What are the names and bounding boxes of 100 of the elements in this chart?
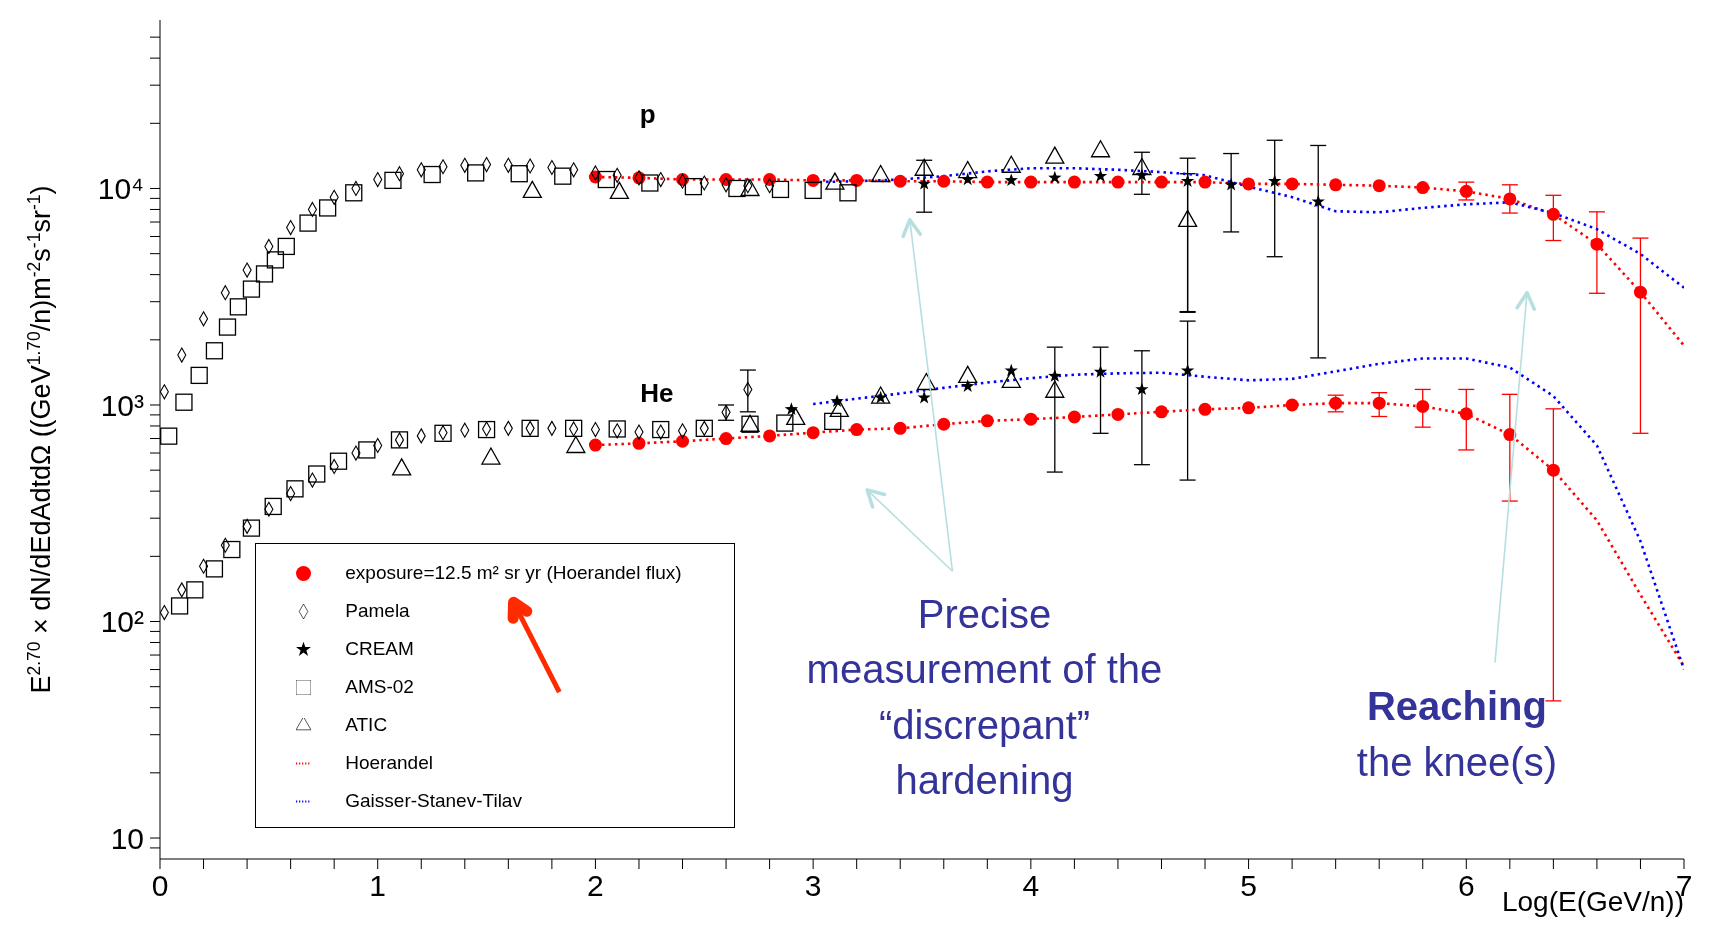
point (870, 386, 891, 404)
point (554, 167, 572, 185)
point (1590, 237, 1604, 251)
point (917, 390, 931, 404)
point (308, 465, 326, 483)
point (218, 318, 237, 336)
point (1459, 407, 1473, 421)
point (608, 420, 626, 438)
point (1093, 169, 1108, 182)
point (632, 436, 646, 450)
point (384, 171, 402, 190)
point (1311, 194, 1325, 208)
point (1503, 192, 1517, 206)
point (588, 438, 602, 452)
point (870, 164, 891, 183)
point (390, 431, 409, 449)
point (1546, 207, 1560, 221)
point (728, 179, 746, 198)
point (566, 435, 586, 454)
point (510, 165, 528, 183)
legend-label: Pamela (345, 599, 410, 621)
point (1329, 178, 1343, 192)
point (958, 365, 978, 384)
point (205, 342, 224, 360)
point (1045, 146, 1065, 164)
point (1372, 396, 1386, 410)
y-tick-label: 10³ (100, 388, 145, 422)
point (1132, 157, 1152, 176)
point (937, 174, 951, 188)
x-tick-label: 4 (1022, 869, 1040, 903)
x-tick-label: 5 (1240, 869, 1257, 903)
point (229, 298, 248, 316)
point (804, 181, 822, 200)
point (763, 429, 777, 443)
point (255, 265, 274, 283)
point (1242, 177, 1256, 191)
legend-label: Gaisser-Stanev-Tilav (345, 789, 522, 811)
point (175, 393, 193, 411)
point (481, 447, 501, 465)
point (1198, 402, 1212, 416)
point (1045, 380, 1065, 398)
point (829, 399, 849, 417)
annotation: p (639, 98, 656, 129)
legend-label: Hoerandel (345, 751, 433, 773)
annotation: Precise measurement of the “discrepant” hardening (806, 592, 1163, 803)
point (916, 372, 936, 391)
point (170, 597, 189, 615)
legend-label: exposure=12.5 m² sr yr (Hoerandel flux) (345, 561, 682, 583)
y-tick-label: 10² (100, 605, 145, 639)
point (242, 280, 261, 298)
point (1416, 399, 1430, 413)
point (565, 419, 583, 438)
point (609, 181, 630, 199)
point (1180, 174, 1195, 187)
point (641, 174, 659, 192)
point (740, 178, 760, 197)
point (1111, 407, 1125, 421)
point (850, 173, 864, 187)
x-tick-label: 3 (804, 869, 822, 903)
point (1024, 412, 1038, 426)
point (597, 170, 615, 189)
point (1372, 179, 1386, 193)
legend-label: ATIC (345, 713, 388, 735)
point (786, 407, 806, 425)
point (980, 414, 994, 428)
point (825, 172, 845, 190)
x-tick-label: 0 (151, 869, 169, 903)
x-tick-label: 6 (1457, 869, 1475, 903)
point (190, 366, 208, 385)
point (958, 160, 978, 179)
point (937, 417, 951, 431)
x-tick-label: 2 (587, 869, 604, 903)
point (345, 184, 363, 202)
point (652, 420, 670, 439)
point (1048, 369, 1062, 382)
point (318, 199, 337, 217)
point (477, 420, 496, 439)
point (299, 214, 317, 232)
y-tick-label: 10 (110, 821, 144, 855)
point (1154, 175, 1168, 189)
point (1268, 174, 1282, 187)
point (839, 184, 857, 202)
point (719, 432, 733, 446)
point (1242, 401, 1256, 415)
point (160, 427, 178, 445)
legend-label: AMS-02 (345, 675, 414, 697)
legend-label: CREAM (345, 637, 414, 659)
point (467, 164, 485, 182)
point (824, 412, 842, 431)
point (1067, 410, 1081, 424)
point (684, 177, 703, 196)
point (1004, 173, 1018, 187)
point (423, 165, 441, 184)
point (1024, 175, 1038, 189)
point (914, 158, 934, 176)
point (1067, 175, 1081, 189)
point (893, 174, 907, 188)
point (286, 480, 304, 498)
point (264, 497, 282, 516)
point (850, 423, 864, 437)
